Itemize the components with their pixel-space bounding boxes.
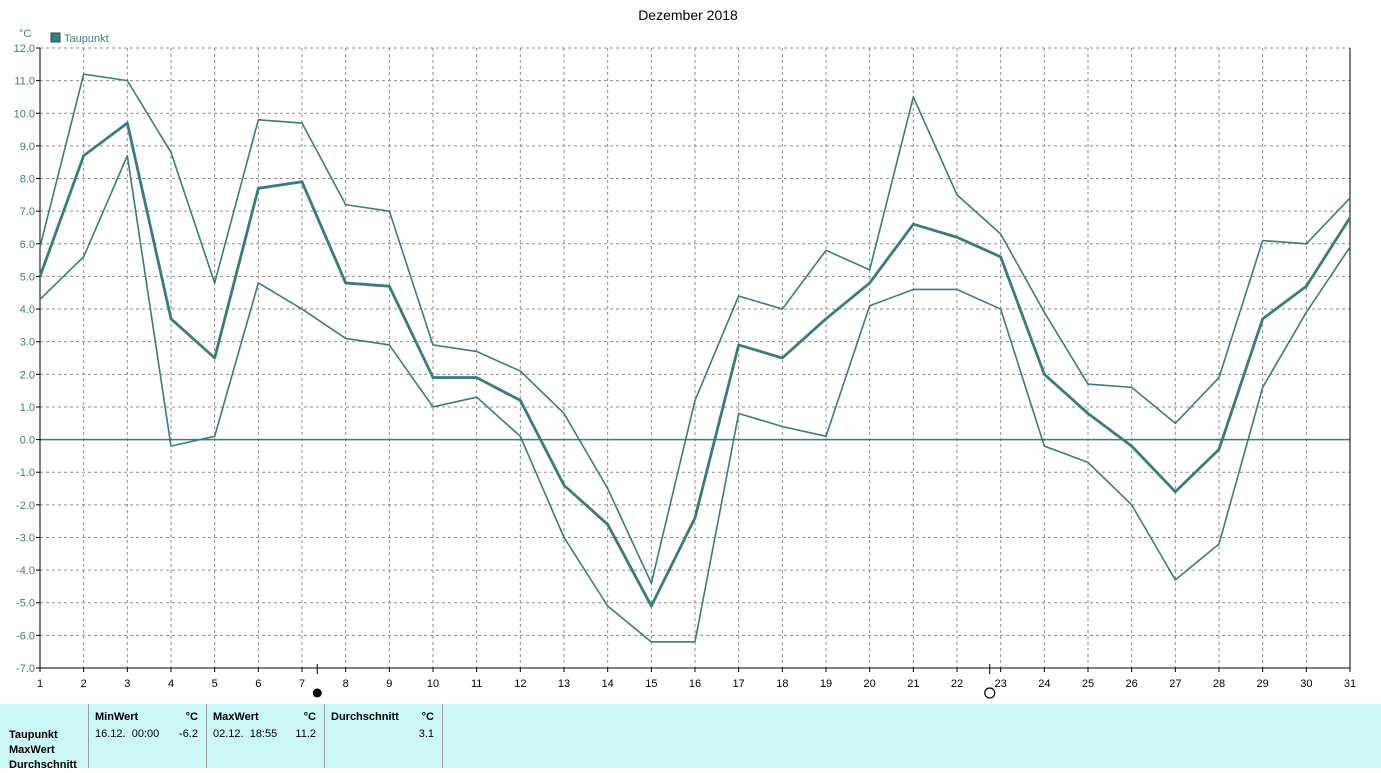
x-tick-label: 18 [776, 678, 788, 690]
legend-label: Taupunkt [64, 33, 109, 45]
y-tick-label: 4.0 [20, 304, 35, 316]
x-tick-label: 14 [602, 678, 614, 690]
open-circle-marker [984, 687, 996, 699]
y-tick-label: 1.0 [20, 402, 35, 414]
grid-lines [40, 47, 1351, 668]
avg-header: Durchschnitt [331, 711, 399, 723]
avg-value: 3.1 [418, 728, 434, 740]
y-tick-label: 6.0 [20, 239, 35, 251]
x-tick-label: 19 [820, 678, 832, 690]
summary-panel: Taupunkt MaxWert Durchschnitt MinWert °C… [0, 704, 1381, 771]
legend-swatch [50, 32, 61, 43]
y-tick-label: 3.0 [20, 337, 35, 349]
min-column: MinWert °C 16.12. 00:00 -6.2 [88, 704, 206, 768]
y-tick-label: -1.0 [16, 467, 35, 479]
y-tick-label: 11.0 [14, 76, 35, 88]
x-tick-label: 25 [1082, 678, 1094, 690]
y-tick-label: 7.0 [20, 206, 35, 218]
x-tick-label: 21 [907, 678, 919, 690]
x-tick-label: 3 [124, 678, 130, 690]
y-tick-label: -5.0 [16, 598, 35, 610]
x-tick-label: 5 [212, 678, 218, 690]
y-tick-label: 5.0 [20, 271, 35, 283]
x-tick-label: 29 [1257, 678, 1269, 690]
x-tick-label: 10 [427, 678, 439, 690]
axes [36, 47, 1351, 672]
x-tick-label: 7 [299, 678, 305, 690]
x-tick-label: 24 [1038, 678, 1050, 690]
max-value: 11.2 [295, 728, 316, 740]
y-tick-label: 9.0 [20, 141, 35, 153]
max-unit: °C [303, 711, 316, 723]
summary-row-labels: Taupunkt MaxWert Durchschnitt [9, 728, 77, 773]
x-tick-label: 2 [81, 678, 87, 690]
series-lines [38, 73, 1352, 643]
max-header: MaxWert [213, 711, 259, 723]
x-tick-label: 22 [951, 678, 963, 690]
dewpoint-chart: Dezember 2018 °C Taupunkt 12.011.010.09.… [14, 7, 1356, 699]
x-tick-label: 15 [645, 678, 657, 690]
x-tick-label: 9 [386, 678, 392, 690]
min-unit: °C [185, 711, 198, 723]
x-tick-label: 12 [514, 678, 526, 690]
avg-column: Durchschnitt °C 3.1 [324, 704, 443, 768]
row-label-maxwert: MaxWert [9, 744, 55, 756]
y-tick-label: -6.0 [16, 630, 35, 642]
series-line-min [39, 154, 1351, 643]
x-tick-label: 13 [558, 678, 570, 690]
x-tick-label: 26 [1126, 678, 1138, 690]
x-tick-label: 20 [864, 678, 876, 690]
x-tick-label: 28 [1213, 678, 1225, 690]
y-tick-label: 2.0 [20, 369, 35, 381]
x-tick-label: 27 [1169, 678, 1181, 690]
x-tick-label: 16 [689, 678, 701, 690]
x-tick-label: 23 [995, 678, 1007, 690]
chart-title: Dezember 2018 [638, 7, 738, 23]
x-tick-labels: 1 2 3 4 5 6 7 8 9 10 11 12 13 14 15 16 17 18 19 20 21 22 23 24 2… [37, 678, 1356, 690]
filled-circle-marker [312, 688, 322, 698]
markers [312, 664, 996, 699]
series-line-max [39, 73, 1351, 584]
max-column: MaxWert °C 02.12. 18:55 11.2 [206, 704, 324, 768]
x-tick-label: 8 [343, 678, 349, 690]
y-tick-label: 10.0 [14, 108, 35, 120]
y-axis-unit: °C [19, 28, 31, 40]
y-tick-label: -7.0 [16, 663, 35, 675]
y-tick-label: -4.0 [16, 565, 35, 577]
avg-unit: °C [421, 711, 434, 723]
min-value: -6.2 [179, 728, 198, 740]
x-tick-label: 17 [733, 678, 745, 690]
y-tick-label: -2.0 [16, 500, 35, 512]
x-tick-label: 6 [255, 678, 261, 690]
x-tick-label: 4 [168, 678, 174, 690]
y-tick-labels: 12.0 11.0 10.0 9.0 8.0 7.0 6.0 5.0 4.0 3.0 2.0 1.0 0… [14, 43, 35, 675]
x-tick-label: 11 [471, 678, 482, 690]
y-tick-label: 0.0 [20, 435, 35, 447]
series-line-average [38, 121, 1352, 608]
min-timestamp: 16.12. 00:00 [95, 728, 160, 740]
x-tick-label: 30 [1300, 678, 1312, 690]
y-tick-label: -3.0 [16, 532, 35, 544]
row-label-taupunkt: Taupunkt [9, 729, 58, 741]
max-timestamp: 02.12. 18:55 [213, 728, 278, 740]
y-tick-label: 12.0 [14, 43, 35, 55]
min-header: MinWert [95, 711, 139, 723]
x-tick-label: 31 [1344, 678, 1356, 690]
y-tick-label: 8.0 [20, 174, 35, 186]
row-label-durchschnitt: Durchschnitt [9, 759, 77, 771]
x-tick-label: 1 [37, 678, 43, 690]
